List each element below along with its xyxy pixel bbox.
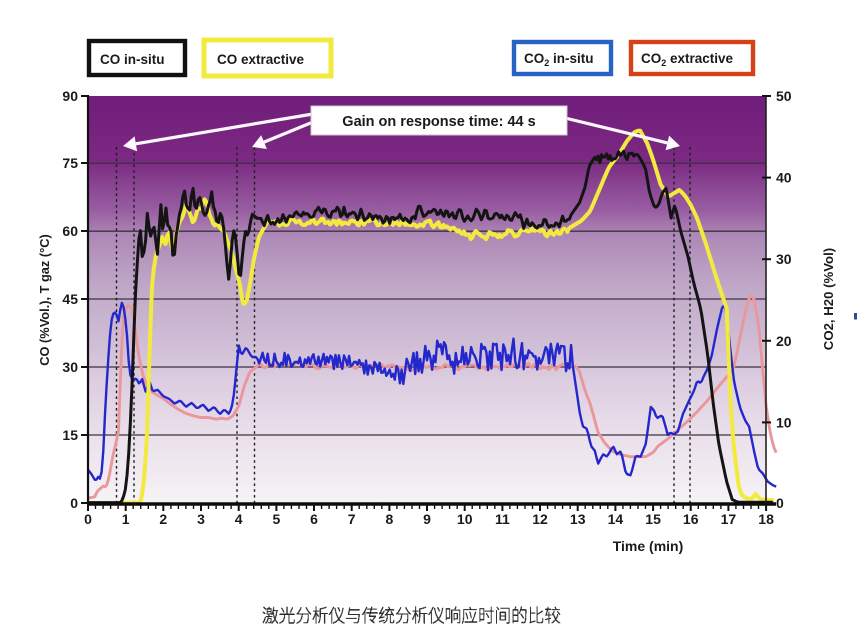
- svg-text:8: 8: [386, 511, 394, 527]
- svg-text:20: 20: [776, 333, 792, 349]
- svg-text:1: 1: [122, 511, 130, 527]
- svg-text:90: 90: [62, 88, 78, 104]
- svg-text:5: 5: [273, 511, 281, 527]
- svg-text:12: 12: [532, 511, 548, 527]
- svg-text:2: 2: [159, 511, 167, 527]
- svg-text:18: 18: [758, 511, 774, 527]
- svg-text:6: 6: [310, 511, 318, 527]
- svg-text:Gain on response time: 44 s: Gain on response time: 44 s: [342, 114, 535, 130]
- svg-text:9: 9: [423, 511, 431, 527]
- svg-text:10: 10: [776, 414, 792, 430]
- svg-text:60: 60: [62, 223, 78, 239]
- svg-text:0: 0: [70, 495, 78, 511]
- svg-text:3: 3: [197, 511, 205, 527]
- svg-text:45: 45: [62, 291, 78, 307]
- svg-text:50: 50: [776, 88, 792, 104]
- svg-text:30: 30: [776, 251, 792, 267]
- svg-text:17: 17: [721, 511, 737, 527]
- svg-text:0: 0: [776, 495, 784, 511]
- svg-text:CO (%Vol.), T gaz (°C): CO (%Vol.), T gaz (°C): [37, 234, 52, 365]
- svg-text:Time (min): Time (min): [613, 538, 684, 554]
- svg-text:16: 16: [683, 511, 699, 527]
- svg-text:40: 40: [776, 170, 792, 186]
- svg-text:0: 0: [84, 511, 92, 527]
- svg-text:15: 15: [645, 511, 661, 527]
- svg-text:14: 14: [608, 511, 624, 527]
- svg-text:CO2 extractive: CO2 extractive: [641, 51, 734, 68]
- svg-text:13: 13: [570, 511, 586, 527]
- svg-text:CO extractive: CO extractive: [217, 52, 305, 67]
- svg-text:4: 4: [235, 511, 243, 527]
- svg-text:30: 30: [62, 359, 78, 375]
- svg-text:CO2, H20 (%Vol): CO2, H20 (%Vol): [821, 248, 836, 350]
- svg-text:CO in-situ: CO in-situ: [100, 52, 165, 67]
- svg-text:10: 10: [457, 511, 473, 527]
- svg-text:75: 75: [62, 155, 78, 171]
- svg-text:15: 15: [62, 427, 78, 443]
- svg-text:11: 11: [495, 511, 510, 527]
- svg-text:7: 7: [348, 511, 356, 527]
- svg-text:CO2 in-situ: CO2 in-situ: [524, 51, 594, 68]
